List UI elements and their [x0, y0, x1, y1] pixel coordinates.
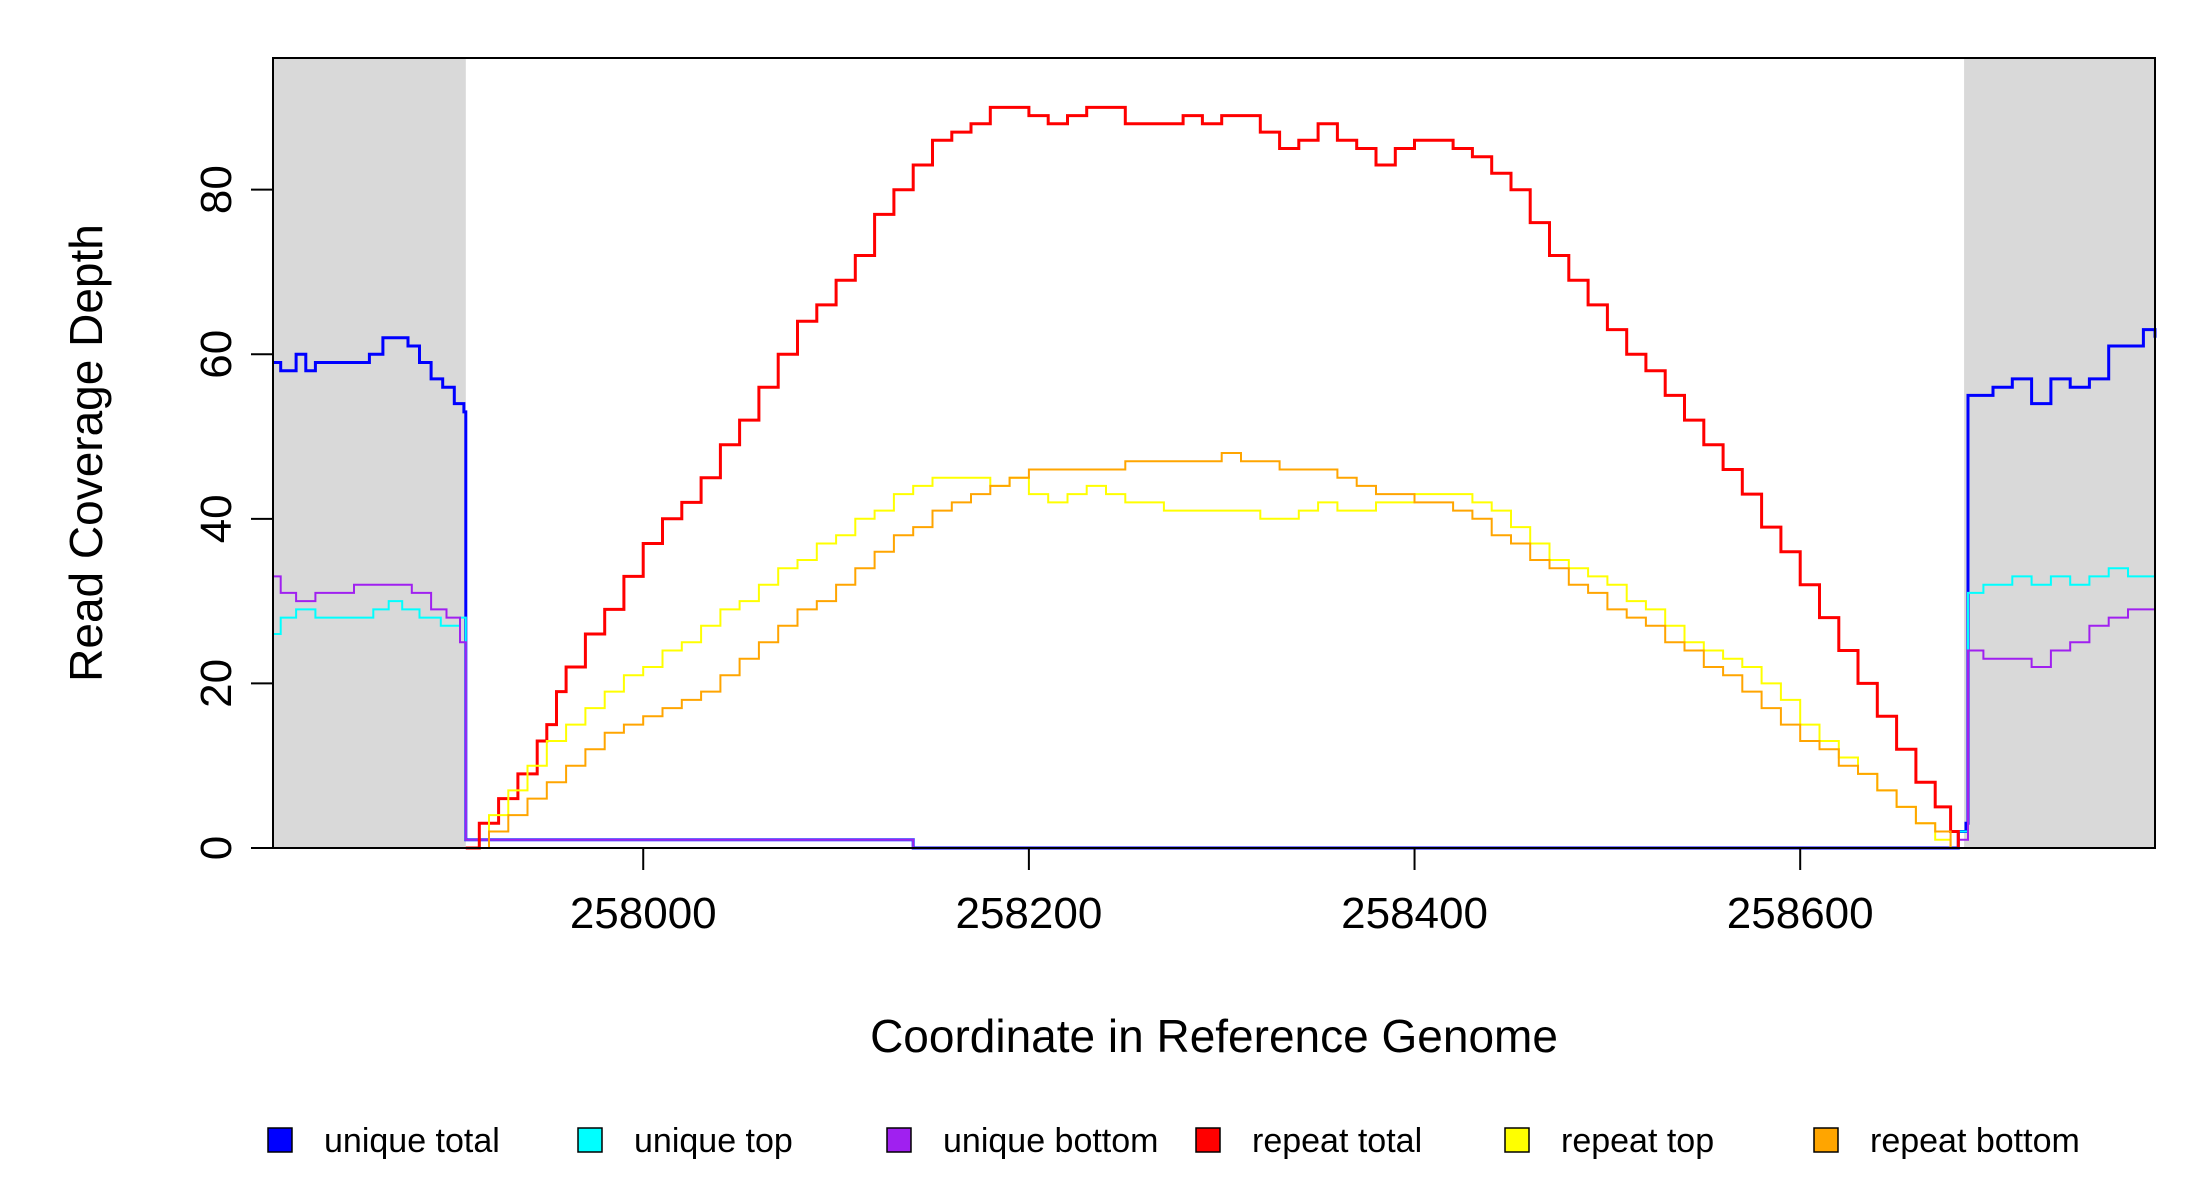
shaded-region-0 — [273, 58, 466, 848]
x-tick-label-2: 258400 — [1341, 889, 1488, 938]
legend-label-unique-top: unique top — [634, 1122, 793, 1160]
legend-label-unique-total: unique total — [324, 1122, 500, 1160]
series-line-repeat-bottom — [465, 452, 1952, 849]
y-axis-title: Read Coverage Depth — [60, 224, 112, 682]
legend-label-repeat-bottom: repeat bottom — [1870, 1122, 2080, 1160]
x-axis: 258000 258200 258400 258600 — [570, 848, 1874, 938]
plot-frame — [272, 57, 2156, 849]
shaded-region-1 — [1964, 58, 2155, 848]
series-line-unique-bottom — [273, 575, 2156, 849]
legend-swatch-repeat-bottom — [1813, 1127, 1839, 1153]
legend: unique total unique top unique bottom repea… — [267, 1122, 2080, 1160]
series-line-repeat-total — [465, 105, 1960, 850]
legend-swatch-unique-bottom — [886, 1127, 912, 1153]
x-tick-label-3: 258600 — [1727, 889, 1874, 938]
x-tick-label-1: 258200 — [955, 889, 1102, 938]
y-tick-label-4: 80 — [192, 165, 241, 214]
y-tick-label-1: 20 — [192, 659, 241, 708]
legend-label-repeat-total: repeat total — [1252, 1122, 1422, 1160]
y-axis: 0 20 40 60 80 — [192, 165, 273, 860]
legend-label-unique-bottom: unique bottom — [943, 1122, 1159, 1160]
shaded-regions — [273, 58, 2155, 848]
legend-swatch-unique-top — [577, 1127, 603, 1153]
y-tick-label-0: 0 — [192, 836, 241, 860]
x-axis-title: Coordinate in Reference Genome — [870, 1010, 1558, 1062]
legend-swatch-repeat-top — [1504, 1127, 1530, 1153]
series-line-unique-total — [273, 328, 2157, 850]
y-tick-label-2: 40 — [192, 494, 241, 543]
y-tick-label-3: 60 — [192, 330, 241, 379]
legend-swatch-unique-total — [267, 1127, 293, 1153]
series-line-repeat-top — [465, 476, 1952, 849]
legend-label-repeat-top: repeat top — [1561, 1122, 1714, 1160]
series-lines — [273, 105, 2157, 850]
x-tick-label-0: 258000 — [570, 889, 717, 938]
legend-swatch-repeat-total — [1195, 1127, 1221, 1153]
